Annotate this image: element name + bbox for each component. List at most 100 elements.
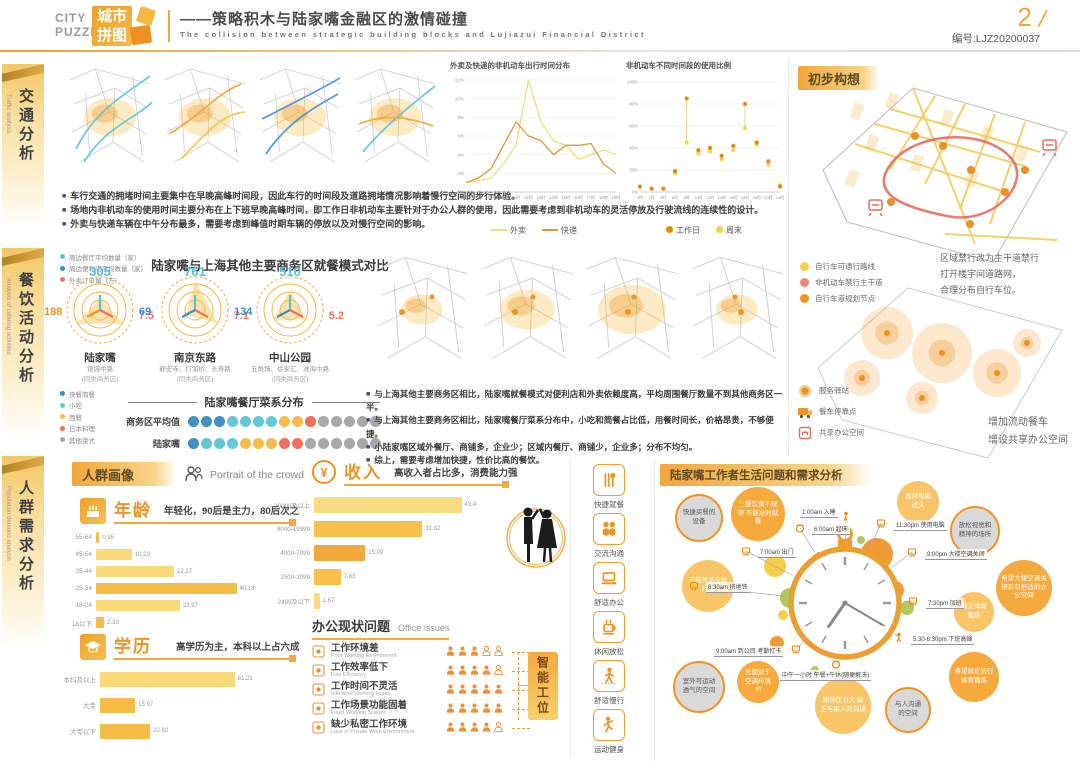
need-2: 舒适办公 <box>578 562 640 608</box>
bar-row: 本科及以上 61.21 <box>60 666 253 692</box>
person-icon <box>482 722 491 732</box>
need-3: 休闲放松 <box>578 611 640 657</box>
legend-item: 外卖订单量（万） <box>60 274 147 286</box>
bar <box>96 617 105 628</box>
bar-row: 20000及以上 43.4 <box>254 493 476 517</box>
restaurant-count: 510 <box>279 264 301 279</box>
bar <box>100 723 151 739</box>
bar-row: 35-44 22.27 <box>75 566 192 577</box>
bullet-item: 与上海其他主要商务区相比，陆家嘴餐厅菜系分布中，小吃和简餐占比低，用餐时间长，价… <box>366 414 786 440</box>
convenience-count: 69 <box>139 306 152 318</box>
convenience-count: 134 <box>234 306 253 318</box>
person-icon <box>494 703 503 713</box>
bar-row: 大专 15.97 <box>60 692 253 718</box>
traffic-map-3 <box>259 68 341 163</box>
svg-text:11时: 11时 <box>512 194 521 200</box>
person-icon <box>482 665 491 675</box>
header-divider <box>168 10 170 42</box>
cuisine-row: 陆家嘴 <box>118 432 383 454</box>
district-sub: 银城中路 <box>87 366 113 373</box>
svg-text:100%: 100% <box>627 80 638 85</box>
clock-event-label: 7:30pm 加班 <box>926 598 964 609</box>
crowd-icon <box>185 466 203 482</box>
serial-number: 编号:LJZ20200037 <box>951 33 1040 45</box>
vertical-divider <box>570 460 571 758</box>
legend-item: 日本料理 <box>60 423 95 435</box>
svg-text:18时: 18时 <box>599 194 609 200</box>
person-icon <box>470 703 479 713</box>
svg-text:8时: 8时 <box>475 194 482 200</box>
bubble-need: 放松视觉和精神的场所 <box>950 506 1000 556</box>
shared-office-icon <box>798 426 812 439</box>
bar <box>96 583 237 594</box>
office-issue-rows: 工作环境差 Poor Working Environment 工作效率低下 Low … <box>312 644 542 739</box>
age-icon <box>80 498 106 524</box>
clock-event-label: 5:30-6:30pm 下班高峰 <box>911 634 975 645</box>
meal-icon <box>831 660 841 669</box>
radar-axes-legend: 周边餐厅平均数量（家） 周边便利店平均数量（家） 外卖订单量（万） <box>60 251 147 286</box>
office-issue-row: 工作环境差 Poor Working Environment <box>312 644 542 663</box>
environment-icon <box>312 645 325 663</box>
couple-illustration <box>506 507 566 568</box>
legend-item: 工作日 <box>666 225 700 236</box>
logo-city: CITY <box>55 11 87 25</box>
page-number: 2 <box>1017 2 1032 32</box>
portrait-title: 人群画像 <box>72 462 176 486</box>
svg-text:0时: 0时 <box>637 194 643 200</box>
clock-event-label: 中午一小时 午餐+午休(随便解决) <box>780 670 872 681</box>
education-subtitle: 高学历为主，本科以上占六成 <box>176 642 300 653</box>
people-icon <box>593 513 625 545</box>
coffee-icon <box>593 611 625 643</box>
bar-row: 4000-7999 15.09 <box>254 541 476 565</box>
svg-text:2时: 2时 <box>649 194 655 200</box>
person-icon <box>446 646 455 656</box>
legend-item: 快递 <box>542 225 577 236</box>
svg-text:18时: 18时 <box>741 194 749 200</box>
svg-text:7时: 7时 <box>463 194 470 200</box>
bar <box>100 671 235 687</box>
bar <box>96 600 180 611</box>
age-subtitle: 年轻化，90后是主力，80后次之 <box>164 506 300 517</box>
concept-title: 初步构想 <box>798 66 880 90</box>
person-icon <box>458 684 467 694</box>
education-bar-chart: 本科及以上 61.21 大专 15.97 大专以下 22.82 <box>60 666 253 744</box>
catering-bullets: 与上海其他主要商务区相比，陆家嘴就餐模式对便利店和外卖依赖度高，平均周围餐厅数量… <box>366 388 786 467</box>
bar <box>314 593 320 609</box>
rating-4-of-5 <box>446 722 503 732</box>
bubble-need: 室外可运动透气的空间 <box>673 661 725 713</box>
district-name: 中山公园 <box>269 352 311 364</box>
fitness-icon <box>593 709 625 741</box>
age-bar-chart: 55-64 0.95 45-54 10.23 35-44 22.27 25-34… <box>60 529 255 631</box>
cuisine-row: 商务区平均值 <box>118 410 383 432</box>
scatter-chart: 非机动车不同时间段的使用比例 0% 20% 40% 60% 80% 100% 0时… <box>622 60 786 236</box>
clock-event-label: 9:00pm 大楼空调关闭 <box>925 549 987 560</box>
puzzle-piece-icon <box>135 5 157 27</box>
legend-item: 外卖 <box>491 225 526 236</box>
person-icon <box>494 646 503 656</box>
svg-text:10时: 10时 <box>694 194 702 200</box>
bullet-item: 场地内非机动车的使用时间主要分布在上下班早晚高峰时间，即工作日非机动车主要针对于… <box>62 204 784 218</box>
svg-text:14时: 14时 <box>717 194 725 200</box>
catering-map-1 <box>376 256 468 359</box>
svg-text:12时: 12时 <box>706 194 714 200</box>
person-icon <box>482 646 491 656</box>
bubble-need: 快捷买餐的设备 <box>675 494 723 542</box>
bar <box>314 497 462 513</box>
cuisine-legend: 快餐简餐 小吃 西餐 日本料理 其他菜式 <box>60 388 95 446</box>
logo-cn-block: 城市 拼图 <box>92 6 132 46</box>
svg-text:15时: 15时 <box>562 194 572 200</box>
svg-text:22时: 22时 <box>764 194 772 200</box>
svg-text:4%: 4% <box>457 152 464 157</box>
svg-text:19时: 19时 <box>612 194 622 200</box>
income-icon: ¥ <box>312 460 336 484</box>
compare-title: 陆家嘴与上海其他主要商务区就餐模式对比 <box>151 259 389 273</box>
walking-icon <box>593 660 625 692</box>
vertical-divider <box>654 460 655 762</box>
legend-item: 其他菜式 <box>60 434 95 446</box>
person-icon <box>458 665 467 675</box>
metro-icon <box>689 581 699 591</box>
clock-panel-title: 陆家嘴工作者生活问题和需求分析 <box>660 464 872 486</box>
bar-row: 2500-3999 7.83 <box>254 565 476 589</box>
svg-text:6%: 6% <box>457 134 464 139</box>
person-icon <box>494 684 503 694</box>
